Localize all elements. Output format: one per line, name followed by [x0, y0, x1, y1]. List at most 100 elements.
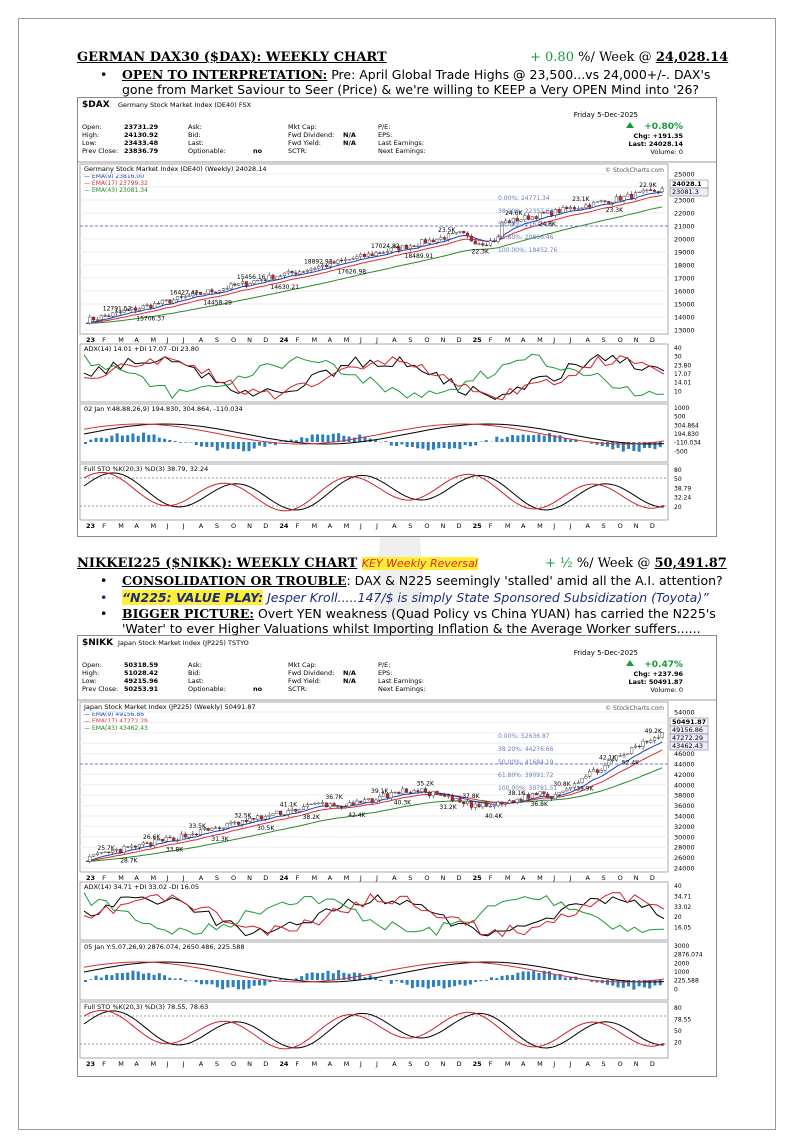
nikkei-month-tick-bottom: S [602, 1060, 606, 1068]
dax-macd-histogram-bar [432, 442, 435, 450]
nikkei-quote-label: Low: [82, 677, 97, 685]
nikkei-macd-histogram-bar [126, 972, 130, 980]
nikkei-date: Friday 5-Dec-2025 [574, 649, 638, 657]
nikkei-macd-histogram-bar [658, 980, 662, 986]
dax-ema17-line [85, 194, 663, 324]
dax-candle [134, 307, 138, 311]
dax-macd-histogram-bar [442, 442, 446, 448]
dax-month-tick-bottom: A [521, 522, 526, 530]
dax-candle [401, 244, 405, 251]
dax-candle [488, 240, 493, 246]
nikkei-candle [122, 846, 126, 853]
nikkei-quote-label: Bid: [188, 669, 201, 677]
dax-candle [538, 212, 542, 219]
nikkei-price-annotation: 28.7K [120, 857, 138, 864]
dax-candle [404, 244, 409, 249]
dax-macd-tick: -110.034 [674, 440, 701, 447]
dax-month-tick-bottom: J [182, 522, 185, 530]
dax-macd-histogram-bar [221, 442, 225, 448]
nikkei-macd-histogram-bar [606, 980, 609, 985]
dax-candle [351, 258, 355, 260]
nikkei-month-tick-bottom: F [489, 1060, 493, 1068]
nikkei-candle [466, 801, 470, 805]
dax-macd-histogram-bar [563, 438, 567, 442]
dax-month-tick-bottom: S [408, 522, 412, 530]
nikkei-candle [588, 771, 592, 777]
nikkei-macd-histogram-bar [374, 977, 377, 980]
dax-ema43-label: — EMA(43) 23081.34 [84, 187, 148, 194]
dax-month-tick-bottom: S [215, 522, 219, 530]
dax-sto-tick: 32.24 [674, 495, 691, 502]
dax-month-tick-bottom: 24 [279, 522, 289, 530]
dax-candle [633, 192, 638, 199]
nikkei-candle [649, 740, 653, 743]
dax-pct: +0.80% [644, 122, 683, 132]
dax-macd-histogram-bar [126, 435, 130, 442]
nikkei-macd-histogram-bar [337, 970, 341, 980]
dax-month-tick-bottom: N [440, 522, 445, 530]
dax-month-tick: F [295, 336, 299, 344]
dax-quote-label: EPS: [378, 131, 392, 139]
nikkei-price-tick: 30000 [674, 833, 695, 841]
dax-macd-histogram-bar [142, 432, 145, 442]
nikkei-macd-pane [79, 941, 669, 1001]
dax-candle [420, 239, 424, 247]
dax-candle [397, 246, 401, 251]
dax-chg: Chg: +191.35 [634, 132, 684, 140]
nikkei-macd-histogram-bar [532, 970, 536, 980]
dax-month-tick: 24 [279, 336, 289, 344]
nikkei-candle [221, 827, 225, 829]
nikkei-fib-label: 0.00%: 52636.87 [498, 733, 550, 740]
dax-adx-label: ADX(14) 14.01 +DI 17.07 -DI 23.80 [84, 345, 199, 353]
nikkei-pct: +0.47% [644, 660, 683, 670]
nikkei-candle [126, 846, 130, 848]
dax-month-tick: S [602, 336, 606, 344]
dax-macd-histogram-bar [115, 433, 119, 442]
nikkei-macd-histogram-bar [221, 980, 225, 990]
dax-quote-label: Open: [82, 123, 102, 131]
nikkei-quote-label: Open: [82, 661, 102, 669]
nikkei-candle [248, 818, 252, 822]
dax-month-tick: J [552, 336, 555, 344]
dax-macd-histogram-bar [526, 435, 530, 442]
nikkei-candle [546, 793, 550, 798]
dax-candle [576, 208, 580, 210]
dax-volume: Volume: 0 [650, 148, 683, 156]
dax-macd-histogram-bar [658, 442, 662, 448]
nikkei-macd-histogram-bar [263, 980, 267, 986]
dax-candle [343, 259, 348, 261]
nikkei-candle [385, 793, 389, 798]
dax-candle [282, 272, 286, 277]
dax-month-tick-bottom: N [634, 522, 639, 530]
nikkei-quote-label: Next Earnings: [378, 685, 426, 693]
nikkei-macd-histogram-bar [110, 975, 114, 980]
nikkei-candle [99, 852, 103, 854]
nikkei-macd-histogram-bar [400, 980, 404, 983]
dax-candle [145, 304, 149, 307]
dax-adx-tick: 30 [674, 354, 682, 361]
dax-candle [626, 193, 630, 197]
nikkei-candle [366, 798, 370, 800]
dax-candle [206, 289, 210, 294]
nikkei-quote-label: Last: [188, 677, 204, 685]
nikkei-month-tick-bottom: A [521, 1060, 526, 1068]
dax-macd-histogram-bar [252, 442, 256, 449]
nikkei-macd-histogram-bar [621, 980, 625, 988]
dax-macd-tick: -500 [674, 448, 688, 455]
dax-fib-label: 50.00%: 21612.05 [498, 221, 554, 228]
nikkei-weekly-change: + ½ [545, 556, 573, 571]
nikkei-candle [237, 821, 241, 825]
nikkei-macd-histogram-bar [500, 975, 504, 980]
dax-month-tick: A [585, 336, 590, 344]
dax-candle [267, 274, 271, 281]
dax-macd-histogram-bar [600, 442, 604, 447]
dax-bullet-label: OPEN TO INTERPRETATION: [122, 67, 328, 82]
dax-candle [195, 291, 199, 294]
dax-sto-label: Full STO %K(20,3) %D(3) 38.79, 32.24 [84, 465, 208, 473]
nikkei-price-tick: 28000 [674, 844, 695, 852]
nikkei-macd-histogram-bar [611, 980, 615, 986]
nikkei-month-tick-bottom: S [215, 1060, 219, 1068]
nikkei-candle [515, 798, 519, 803]
dax-bullet: • OPEN TO INTERPRETATION: Pre: April Glo… [100, 67, 711, 97]
dax-month-tick-bottom: M [150, 522, 156, 530]
